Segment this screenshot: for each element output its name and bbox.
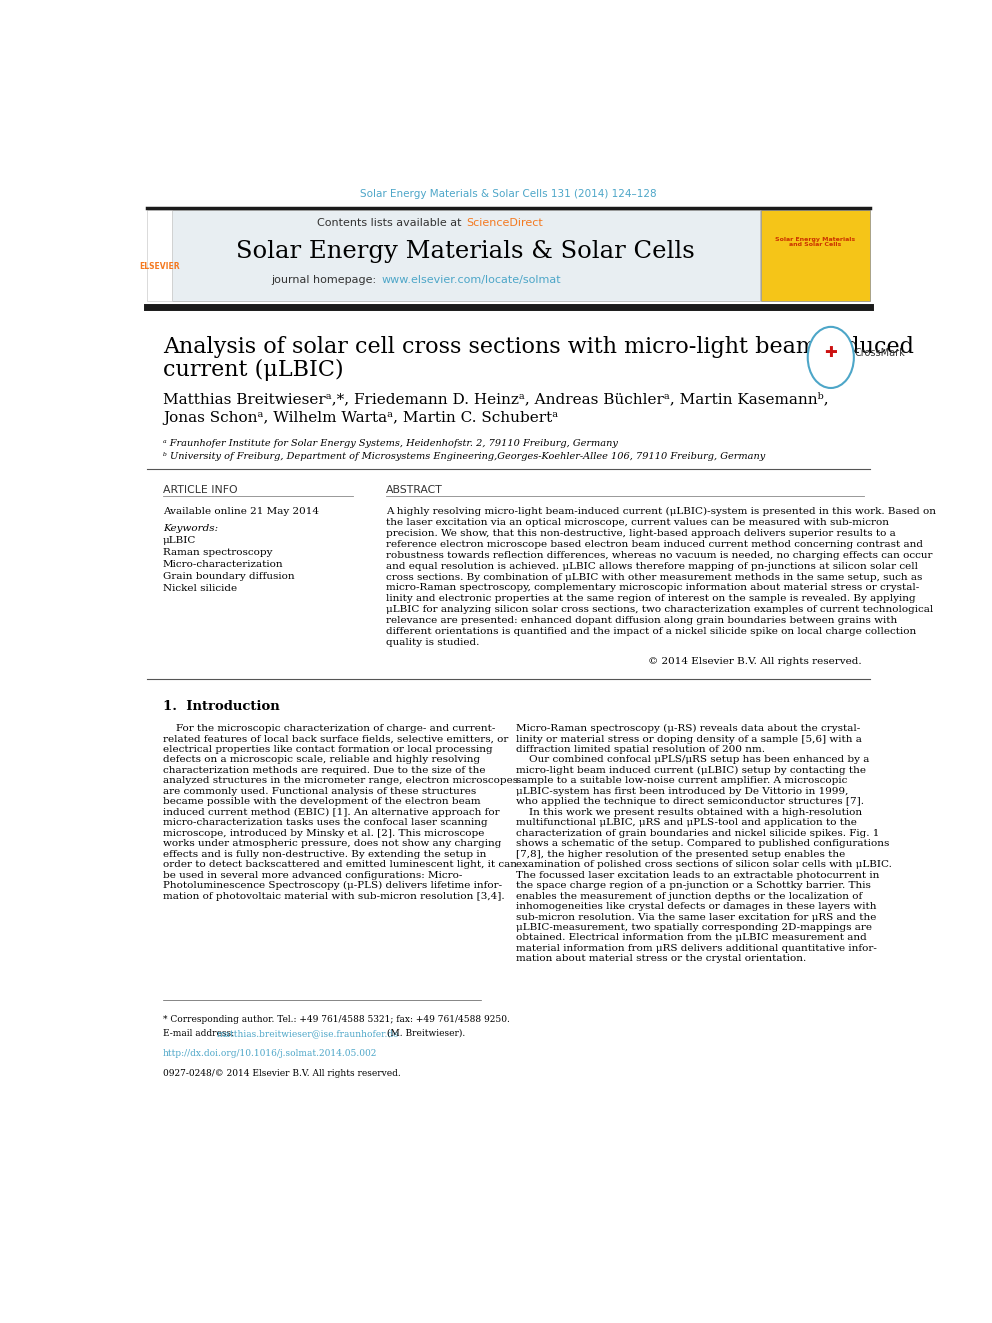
Text: ABSTRACT: ABSTRACT <box>386 484 442 495</box>
Text: ARTICLE INFO: ARTICLE INFO <box>163 484 237 495</box>
Text: examination of polished cross sections of silicon solar cells with μLBIC.: examination of polished cross sections o… <box>516 860 892 869</box>
Text: Jonas Schonᵃ, Wilhelm Wartaᵃ, Martin C. Schubertᵃ: Jonas Schonᵃ, Wilhelm Wartaᵃ, Martin C. … <box>163 411 558 425</box>
FancyBboxPatch shape <box>147 209 172 302</box>
Text: Contents lists available at: Contents lists available at <box>317 218 465 229</box>
Text: 0927-0248/© 2014 Elsevier B.V. All rights reserved.: 0927-0248/© 2014 Elsevier B.V. All right… <box>163 1069 401 1078</box>
Text: For the microscopic characterization of charge- and current-: For the microscopic characterization of … <box>163 724 495 733</box>
Text: mation of photovoltaic material with sub-micron resolution [3,4].: mation of photovoltaic material with sub… <box>163 892 504 901</box>
Text: sample to a suitable low-noise current amplifier. A microscopic: sample to a suitable low-noise current a… <box>516 777 847 786</box>
Text: Photoluminescence Spectroscopy (μ-PLS) delivers lifetime infor-: Photoluminescence Spectroscopy (μ-PLS) d… <box>163 881 502 890</box>
Text: induced current method (EBIC) [1]. An alternative approach for: induced current method (EBIC) [1]. An al… <box>163 808 499 816</box>
Text: linity or material stress or doping density of a sample [5,6] with a: linity or material stress or doping dens… <box>516 734 862 744</box>
Text: Matthias Breitwieserᵃ,*, Friedemann D. Heinzᵃ, Andreas Büchlerᵃ, Martin Kasemann: Matthias Breitwieserᵃ,*, Friedemann D. H… <box>163 392 828 406</box>
Circle shape <box>807 327 854 388</box>
Text: order to detect backscattered and emitted luminescent light, it can: order to detect backscattered and emitte… <box>163 860 517 869</box>
Text: works under atmospheric pressure, does not show any charging: works under atmospheric pressure, does n… <box>163 839 501 848</box>
Text: enables the measurement of junction depths or the localization of: enables the measurement of junction dept… <box>516 892 862 901</box>
Text: obtained. Electrical information from the μLBIC measurement and: obtained. Electrical information from th… <box>516 934 867 942</box>
Text: μLBIC-measurement, two spatially corresponding 2D-mappings are: μLBIC-measurement, two spatially corresp… <box>516 923 872 931</box>
Text: diffraction limited spatial resolution of 200 nm.: diffraction limited spatial resolution o… <box>516 745 765 754</box>
Text: multifunctional μLBIC, μRS and μPLS-tool and application to the: multifunctional μLBIC, μRS and μPLS-tool… <box>516 819 857 827</box>
Text: * Corresponding author. Tel.: +49 761/4588 5321; fax: +49 761/4588 9250.: * Corresponding author. Tel.: +49 761/45… <box>163 1015 510 1024</box>
Text: be used in several more advanced configurations: Micro-: be used in several more advanced configu… <box>163 871 462 880</box>
Text: Solar Energy Materials & Solar Cells: Solar Energy Materials & Solar Cells <box>236 239 694 263</box>
Text: Nickel silicide: Nickel silicide <box>163 583 237 593</box>
Text: effects and is fully non-destructive. By extending the setup in: effects and is fully non-destructive. By… <box>163 849 486 859</box>
Text: related features of local back surface fields, selective emitters, or: related features of local back surface f… <box>163 734 508 744</box>
Text: quality is studied.: quality is studied. <box>386 638 479 647</box>
Text: Grain boundary diffusion: Grain boundary diffusion <box>163 572 295 581</box>
Text: who applied the technique to direct semiconductor structures [7].: who applied the technique to direct semi… <box>516 798 864 806</box>
Text: current (μLBIC): current (μLBIC) <box>163 359 343 381</box>
Text: microscope, introduced by Minsky et al. [2]. This microscope: microscope, introduced by Minsky et al. … <box>163 828 484 837</box>
Text: A highly resolving micro-light beam-induced current (μLBIC)-system is presented : A highly resolving micro-light beam-indu… <box>386 507 935 516</box>
Text: Solar Energy Materials & Solar Cells 131 (2014) 124–128: Solar Energy Materials & Solar Cells 131… <box>360 189 657 200</box>
Text: www.elsevier.com/locate/solmat: www.elsevier.com/locate/solmat <box>381 275 560 286</box>
Text: E-mail address:: E-mail address: <box>163 1029 237 1039</box>
Text: Micro-Raman spectroscopy (μ-RS) reveals data about the crystal-: Micro-Raman spectroscopy (μ-RS) reveals … <box>516 724 860 733</box>
Text: Solar Energy Materials
and Solar Cells: Solar Energy Materials and Solar Cells <box>775 237 855 247</box>
Text: micro-light beam induced current (μLBIC) setup by contacting the: micro-light beam induced current (μLBIC)… <box>516 766 866 775</box>
Text: robustness towards reflection differences, whereas no vacuum is needed, no charg: robustness towards reflection difference… <box>386 550 932 560</box>
Text: matthias.breitwieser@ise.fraunhofer.de: matthias.breitwieser@ise.fraunhofer.de <box>217 1029 400 1039</box>
Text: relevance are presented: enhanced dopant diffusion along grain boundaries betwee: relevance are presented: enhanced dopant… <box>386 617 897 626</box>
Text: electrical properties like contact formation or local processing: electrical properties like contact forma… <box>163 745 492 754</box>
Text: mation about material stress or the crystal orientation.: mation about material stress or the crys… <box>516 954 806 963</box>
Text: ᵇ University of Freiburg, Department of Microsystems Engineering,Georges-Koehler: ᵇ University of Freiburg, Department of … <box>163 452 765 462</box>
Text: became possible with the development of the electron beam: became possible with the development of … <box>163 798 480 806</box>
Text: and equal resolution is achieved. μLBIC allows therefore mapping of pn-junctions: and equal resolution is achieved. μLBIC … <box>386 561 918 570</box>
Text: cross sections. By combination of μLBIC with other measurement methods in the sa: cross sections. By combination of μLBIC … <box>386 573 923 582</box>
Text: ScienceDirect: ScienceDirect <box>466 218 544 229</box>
Text: In this work we present results obtained with a high-resolution: In this work we present results obtained… <box>516 808 862 816</box>
Text: Micro-characterization: Micro-characterization <box>163 560 284 569</box>
Text: Keywords:: Keywords: <box>163 524 218 533</box>
Text: micro-characterization tasks uses the confocal laser scanning: micro-characterization tasks uses the co… <box>163 819 487 827</box>
Text: defects on a microscopic scale, reliable and highly resolving: defects on a microscopic scale, reliable… <box>163 755 480 765</box>
Text: the space charge region of a pn-junction or a Schottky barrier. This: the space charge region of a pn-junction… <box>516 881 871 890</box>
Text: inhomogeneities like crystal defects or damages in these layers with: inhomogeneities like crystal defects or … <box>516 902 877 912</box>
Text: reference electron microscope based electron beam induced current method concern: reference electron microscope based elec… <box>386 540 923 549</box>
Text: journal homepage:: journal homepage: <box>271 275 380 286</box>
Text: 1.  Introduction: 1. Introduction <box>163 700 280 713</box>
Text: shows a schematic of the setup. Compared to published configurations: shows a schematic of the setup. Compared… <box>516 839 890 848</box>
Text: are commonly used. Functional analysis of these structures: are commonly used. Functional analysis o… <box>163 787 476 796</box>
Text: [7,8], the higher resolution of the presented setup enables the: [7,8], the higher resolution of the pres… <box>516 849 845 859</box>
Text: linity and electronic properties at the same region of interest on the sample is: linity and electronic properties at the … <box>386 594 916 603</box>
Text: © 2014 Elsevier B.V. All rights reserved.: © 2014 Elsevier B.V. All rights reserved… <box>648 658 862 665</box>
Text: material information from μRS delivers additional quantitative infor-: material information from μRS delivers a… <box>516 945 877 953</box>
Text: (M. Breitwieser).: (M. Breitwieser). <box>384 1029 465 1039</box>
Text: CrossMark: CrossMark <box>854 348 905 357</box>
Text: ELSEVIER: ELSEVIER <box>139 262 180 271</box>
Text: the laser excitation via an optical microscope, current values can be measured w: the laser excitation via an optical micr… <box>386 517 889 527</box>
Text: μLBIC-system has first been introduced by De Vittorio in 1999,: μLBIC-system has first been introduced b… <box>516 787 848 796</box>
Text: μLBIC for analyzing silicon solar cross sections, two characterization examples : μLBIC for analyzing silicon solar cross … <box>386 606 933 614</box>
FancyBboxPatch shape <box>172 209 760 302</box>
Text: characterization of grain boundaries and nickel silicide spikes. Fig. 1: characterization of grain boundaries and… <box>516 828 880 837</box>
FancyBboxPatch shape <box>761 209 870 302</box>
Text: Available online 21 May 2014: Available online 21 May 2014 <box>163 507 318 516</box>
Text: precision. We show, that this non-destructive, light-based approach delivers sup: precision. We show, that this non-destru… <box>386 529 896 537</box>
Text: The focussed laser excitation leads to an extractable photocurrent in: The focussed laser excitation leads to a… <box>516 871 880 880</box>
Text: Our combined confocal μPLS/μRS setup has been enhanced by a: Our combined confocal μPLS/μRS setup has… <box>516 755 870 765</box>
Text: analyzed structures in the micrometer range, electron microscopes: analyzed structures in the micrometer ra… <box>163 777 518 786</box>
Text: ᵃ Fraunhofer Institute for Solar Energy Systems, Heidenhofstr. 2, 79110 Freiburg: ᵃ Fraunhofer Institute for Solar Energy … <box>163 439 618 448</box>
Text: μLBIC: μLBIC <box>163 536 196 545</box>
Text: ✚: ✚ <box>824 345 837 360</box>
Text: http://dx.doi.org/10.1016/j.solmat.2014.05.002: http://dx.doi.org/10.1016/j.solmat.2014.… <box>163 1049 377 1058</box>
Text: different orientations is quantified and the impact of a nickel silicide spike o: different orientations is quantified and… <box>386 627 917 636</box>
Text: micro-Raman spectroscopy, complementary microscopic information about material s: micro-Raman spectroscopy, complementary … <box>386 583 920 593</box>
Text: sub-micron resolution. Via the same laser excitation for μRS and the: sub-micron resolution. Via the same lase… <box>516 913 877 922</box>
Text: characterization methods are required. Due to the size of the: characterization methods are required. D… <box>163 766 485 775</box>
Text: Raman spectroscopy: Raman spectroscopy <box>163 548 272 557</box>
Text: Analysis of solar cell cross sections with micro-light beam induced: Analysis of solar cell cross sections wi… <box>163 336 914 357</box>
